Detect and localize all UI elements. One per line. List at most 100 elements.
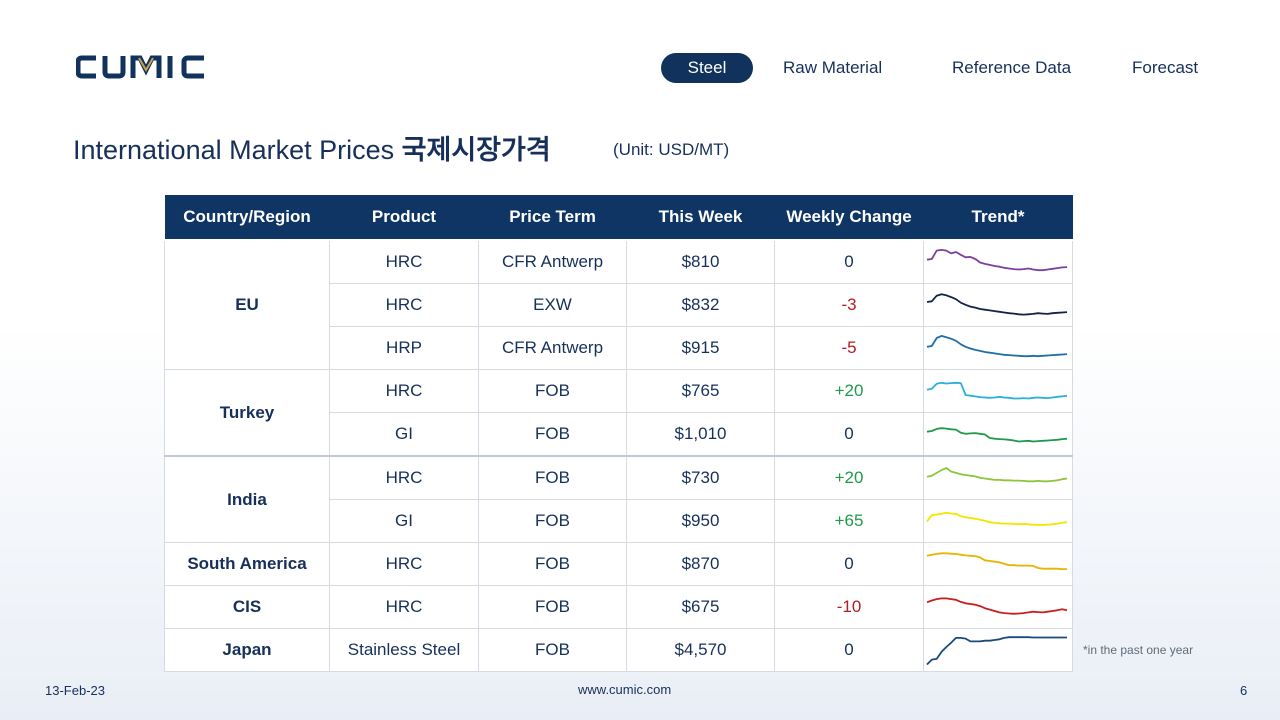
weekly-change-cell: 0 bbox=[774, 239, 924, 284]
trend-line bbox=[926, 426, 1068, 442]
product-cell: HRC bbox=[329, 283, 479, 327]
price-cell: $870 bbox=[626, 542, 775, 586]
header-weekly-change: Weekly Change bbox=[774, 195, 924, 241]
weekly-change-cell: -5 bbox=[774, 326, 924, 370]
header-country-region: Country/Region bbox=[164, 195, 330, 241]
region-cell: Turkey bbox=[164, 369, 330, 457]
nav-tab-forecast[interactable]: Forecast bbox=[1132, 58, 1199, 77]
price-cell: $1,010 bbox=[626, 412, 775, 457]
table-row: HRC EXW $832 -3 bbox=[165, 283, 1073, 327]
page-title-en: International Market Prices bbox=[73, 135, 395, 165]
trend-sparkline bbox=[923, 283, 1073, 327]
price-term-cell: FOB bbox=[478, 585, 627, 629]
price-term-cell: FOB bbox=[478, 499, 627, 543]
table-row: Turkey HRC FOB $765 +20 bbox=[164, 369, 1073, 457]
product-cell: HRC bbox=[329, 369, 479, 413]
weekly-change-cell: 0 bbox=[774, 628, 924, 672]
price-term-cell: FOB bbox=[478, 542, 627, 586]
product-cell: GI bbox=[329, 412, 479, 457]
weekly-change-cell: +65 bbox=[774, 499, 924, 543]
nav-tab-steel[interactable]: Steel bbox=[661, 53, 753, 83]
weekly-change-cell: 0 bbox=[774, 412, 924, 457]
trend-sparkline-svg bbox=[926, 248, 1068, 271]
trend-line bbox=[926, 334, 1068, 357]
trend-sparkline bbox=[923, 585, 1073, 629]
trend-sparkline-svg bbox=[926, 426, 1068, 442]
trend-line bbox=[926, 596, 1068, 615]
price-cell: $915 bbox=[626, 326, 775, 370]
trend-sparkline bbox=[923, 239, 1073, 284]
price-term-cell: CFR Antwerp bbox=[478, 239, 627, 284]
region-cell: CIS bbox=[164, 585, 330, 629]
region-cell: Japan bbox=[164, 628, 330, 672]
trend-line bbox=[926, 381, 1068, 399]
footer-url[interactable]: www.cumic.com bbox=[578, 682, 672, 697]
trend-sparkline bbox=[923, 369, 1073, 413]
table-row: CIS HRC FOB $675 -10 bbox=[164, 585, 1073, 629]
page-number: 6 bbox=[1240, 683, 1248, 698]
trend-sparkline bbox=[923, 455, 1073, 500]
weekly-change-cell: +20 bbox=[774, 369, 924, 413]
price-cell: $950 bbox=[626, 499, 775, 543]
header-trend: Trend* bbox=[923, 195, 1073, 241]
table-row: Japan Stainless Steel FOB $4,570 0 bbox=[164, 628, 1073, 672]
nav-tab-reference-data[interactable]: Reference Data bbox=[952, 58, 1072, 77]
trend-sparkline-svg bbox=[926, 466, 1068, 482]
product-cell: HRC bbox=[329, 585, 479, 629]
weekly-change-cell: 0 bbox=[774, 542, 924, 586]
trend-line bbox=[926, 292, 1068, 316]
trend-sparkline bbox=[923, 628, 1073, 672]
trend-sparkline-svg bbox=[926, 551, 1067, 570]
price-term-cell: CFR Antwerp bbox=[478, 326, 627, 370]
weekly-change-cell: +20 bbox=[774, 455, 924, 500]
region-cell: India bbox=[164, 455, 330, 543]
footer-date: 13-Feb-23 bbox=[45, 683, 105, 698]
product-cell: HRP bbox=[329, 326, 479, 370]
trend-line bbox=[926, 248, 1068, 271]
price-term-cell: FOB bbox=[478, 412, 627, 457]
cumic-logo bbox=[75, 55, 206, 84]
trend-sparkline-svg bbox=[926, 596, 1068, 615]
price-cell: $765 bbox=[626, 369, 775, 413]
weekly-change-cell: -3 bbox=[774, 283, 924, 327]
trend-sparkline bbox=[923, 326, 1073, 370]
top-nav: Steel Raw Material Reference Data Foreca… bbox=[0, 53, 1280, 83]
price-term-cell: FOB bbox=[478, 455, 627, 500]
trend-sparkline bbox=[923, 542, 1073, 586]
weekly-change-cell: -10 bbox=[774, 585, 924, 629]
trend-line bbox=[926, 511, 1068, 526]
trend-line bbox=[926, 551, 1067, 570]
product-cell: GI bbox=[329, 499, 479, 543]
trend-sparkline-svg bbox=[926, 635, 1067, 665]
table-row: South America HRC FOB $870 0 bbox=[164, 542, 1073, 586]
nav-tab-raw-material[interactable]: Raw Material bbox=[783, 58, 883, 77]
price-term-cell: FOB bbox=[478, 369, 627, 413]
page-title-ko: 국제시장가격 bbox=[401, 135, 551, 165]
price-cell: $730 bbox=[626, 455, 775, 500]
product-cell: HRC bbox=[329, 542, 479, 586]
table-row: India HRC FOB $730 +20 bbox=[164, 455, 1073, 543]
header-this-week: This Week bbox=[626, 195, 775, 241]
trend-sparkline-svg bbox=[926, 334, 1068, 357]
trend-sparkline bbox=[923, 412, 1073, 457]
product-cell: HRC bbox=[329, 239, 479, 284]
page-title: International Market Prices 국제시장가격 bbox=[73, 128, 551, 167]
price-table: Country/Region Product Price Term This W… bbox=[164, 195, 1073, 672]
header-price-term: Price Term bbox=[478, 195, 627, 241]
header-product: Product bbox=[329, 195, 479, 241]
price-cell: $832 bbox=[626, 283, 775, 327]
price-cell: $810 bbox=[626, 239, 775, 284]
trend-sparkline-svg bbox=[926, 511, 1068, 526]
region-cell: South America bbox=[164, 542, 330, 586]
cumic-logo-mark bbox=[75, 55, 204, 79]
trend-footnote: *in the past one year bbox=[1083, 643, 1194, 657]
table-row: EU HRC CFR Antwerp $810 0 bbox=[164, 239, 1073, 370]
price-cell: $4,570 bbox=[626, 628, 775, 672]
trend-line bbox=[926, 466, 1068, 482]
product-cell: Stainless Steel bbox=[329, 628, 479, 672]
unit-label: (Unit: USD/MT) bbox=[613, 140, 730, 159]
region-cell: EU bbox=[164, 239, 330, 370]
table-row: GI FOB $1,010 0 bbox=[165, 412, 1073, 457]
price-term-cell: EXW bbox=[478, 283, 627, 327]
price-cell: $675 bbox=[626, 585, 775, 629]
